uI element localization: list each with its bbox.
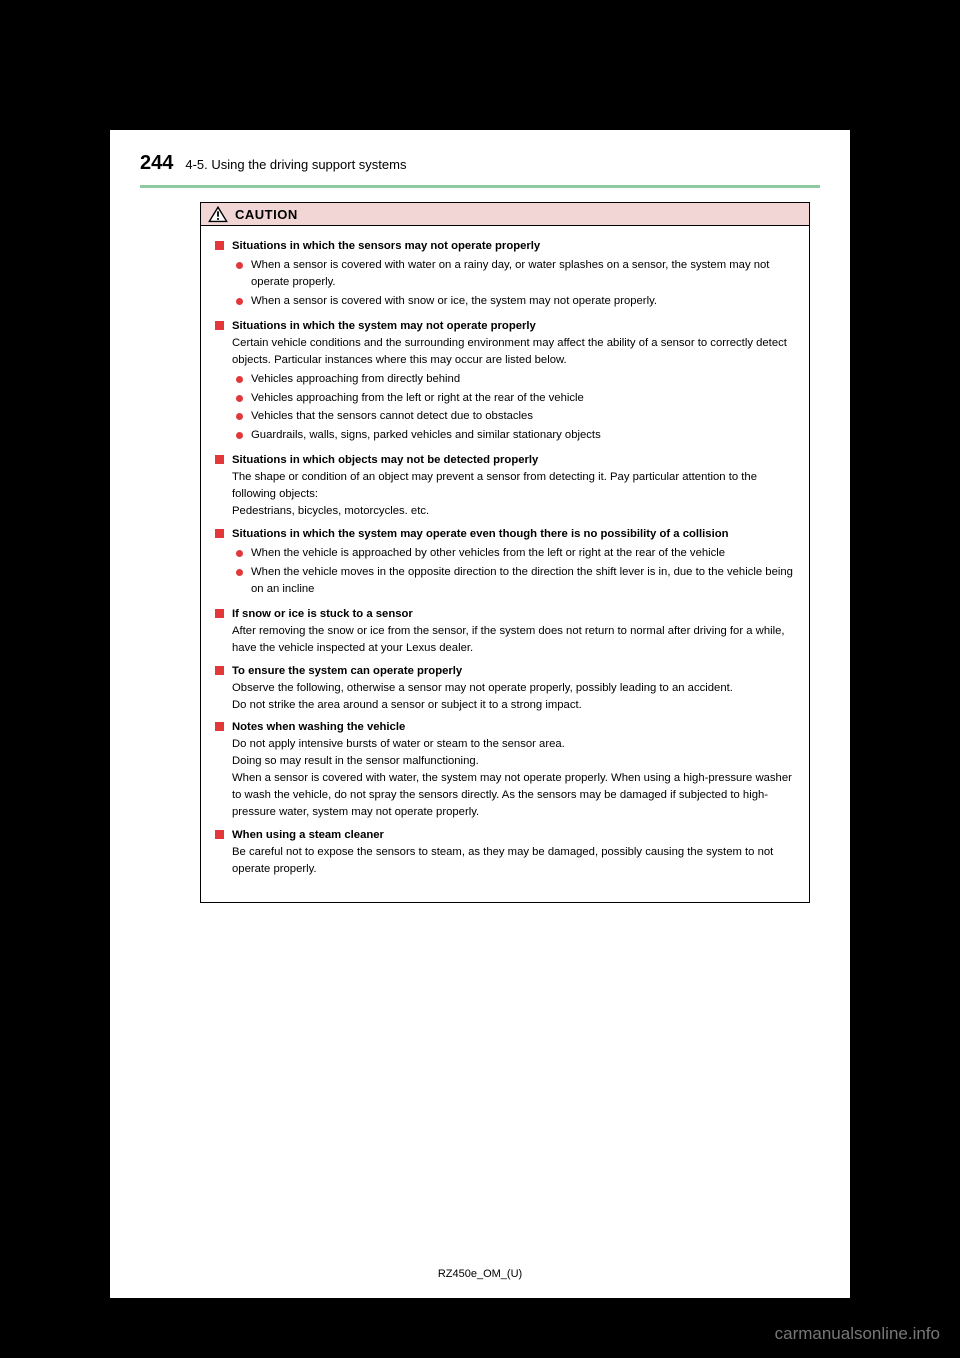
section-text: Doing so may result in the sensor malfun… — [232, 753, 795, 770]
page-footer: RZ450e_OM_(U) — [110, 1268, 850, 1280]
caution-label: CAUTION — [235, 207, 298, 222]
section-marker-icon — [215, 455, 224, 464]
page-number: 244 — [140, 152, 173, 175]
section-intro: Certain vehicle conditions and the surro… — [232, 335, 795, 369]
section: When using a steam cleaner Be careful no… — [215, 827, 795, 878]
caution-header: CAUTION — [201, 203, 809, 226]
section-title: When using a steam cleaner — [232, 827, 795, 844]
section-title: Situations in which the system may not o… — [232, 318, 795, 335]
page-header: 244 4-5. Using the driving support syste… — [110, 130, 850, 185]
bullet-text: When a sensor is covered with snow or ic… — [251, 293, 795, 310]
section-marker-icon — [215, 609, 224, 618]
list-item: Vehicles approaching from directly behin… — [232, 371, 795, 388]
caution-box: CAUTION Situations in which the sensors … — [200, 202, 810, 903]
section-marker-icon — [215, 321, 224, 330]
bullet-icon — [236, 569, 243, 576]
bullet-icon — [236, 262, 243, 269]
bullet-icon — [236, 550, 243, 557]
warning-icon — [207, 205, 229, 223]
section-title: To ensure the system can operate properl… — [232, 663, 795, 680]
bullet-icon — [236, 395, 243, 402]
section-body: Situations in which the system may opera… — [232, 526, 795, 600]
section-text: Do not strike the area around a sensor o… — [232, 697, 795, 714]
manual-page: 244 4-5. Using the driving support syste… — [110, 130, 850, 1298]
section-marker-icon — [215, 529, 224, 538]
section: Situations in which objects may not be d… — [215, 452, 795, 520]
breadcrumb: 4-5. Using the driving support systems — [185, 157, 406, 172]
bullet-text: When a sensor is covered with water on a… — [251, 257, 795, 291]
bullet-icon — [236, 298, 243, 305]
section-intro: The shape or condition of an object may … — [232, 469, 795, 503]
section-marker-icon — [215, 722, 224, 731]
section-text: Pedestrians, bicycles, motorcycles. etc. — [232, 503, 795, 520]
list-item: When a sensor is covered with water on a… — [232, 257, 795, 291]
section-title: Situations in which objects may not be d… — [232, 452, 795, 469]
section-title: If snow or ice is stuck to a sensor — [232, 606, 795, 623]
section-marker-icon — [215, 830, 224, 839]
section-text: Be careful not to expose the sensors to … — [232, 844, 795, 878]
bullet-text: Guardrails, walls, signs, parked vehicle… — [251, 427, 795, 444]
list-item: Vehicles that the sensors cannot detect … — [232, 408, 795, 425]
section: If snow or ice is stuck to a sensor Afte… — [215, 606, 795, 657]
section: Situations in which the system may opera… — [215, 526, 795, 600]
section: Situations in which the system may not o… — [215, 318, 795, 447]
section: To ensure the system can operate properl… — [215, 663, 795, 714]
list-item: When a sensor is covered with snow or ic… — [232, 293, 795, 310]
list-item: Guardrails, walls, signs, parked vehicle… — [232, 427, 795, 444]
section-text: Do not apply intensive bursts of water o… — [232, 736, 795, 753]
section-text: When a sensor is covered with water, the… — [232, 770, 795, 821]
section-title: Situations in which the sensors may not … — [232, 238, 795, 255]
section-marker-icon — [215, 241, 224, 250]
section-body: Notes when washing the vehicle Do not ap… — [232, 719, 795, 821]
section-body: To ensure the system can operate properl… — [232, 663, 795, 714]
section-body: Situations in which the sensors may not … — [232, 238, 795, 312]
bullet-icon — [236, 432, 243, 439]
bullet-text: Vehicles approaching from the left or ri… — [251, 390, 795, 407]
bullet-text: Vehicles that the sensors cannot detect … — [251, 408, 795, 425]
list-item: Vehicles approaching from the left or ri… — [232, 390, 795, 407]
section-text: After removing the snow or ice from the … — [232, 623, 795, 657]
list-item: When the vehicle moves in the opposite d… — [232, 564, 795, 598]
page-content: CAUTION Situations in which the sensors … — [110, 188, 850, 903]
section-title: Notes when washing the vehicle — [232, 719, 795, 736]
section-title: Situations in which the system may opera… — [232, 526, 795, 543]
bullet-text: When the vehicle is approached by other … — [251, 545, 795, 562]
section: Notes when washing the vehicle Do not ap… — [215, 719, 795, 821]
bullet-text: Vehicles approaching from directly behin… — [251, 371, 795, 388]
section-body: Situations in which the system may not o… — [232, 318, 795, 447]
section-marker-icon — [215, 666, 224, 675]
watermark: carmanualsonline.info — [775, 1324, 940, 1344]
section-body: When using a steam cleaner Be careful no… — [232, 827, 795, 878]
section-body: If snow or ice is stuck to a sensor Afte… — [232, 606, 795, 657]
section: Situations in which the sensors may not … — [215, 238, 795, 312]
bullet-icon — [236, 376, 243, 383]
bullet-text: When the vehicle moves in the opposite d… — [251, 564, 795, 598]
bullet-icon — [236, 413, 243, 420]
caution-body: Situations in which the sensors may not … — [201, 226, 809, 902]
section-body: Situations in which objects may not be d… — [232, 452, 795, 520]
list-item: When the vehicle is approached by other … — [232, 545, 795, 562]
section-text: Observe the following, otherwise a senso… — [232, 680, 795, 697]
